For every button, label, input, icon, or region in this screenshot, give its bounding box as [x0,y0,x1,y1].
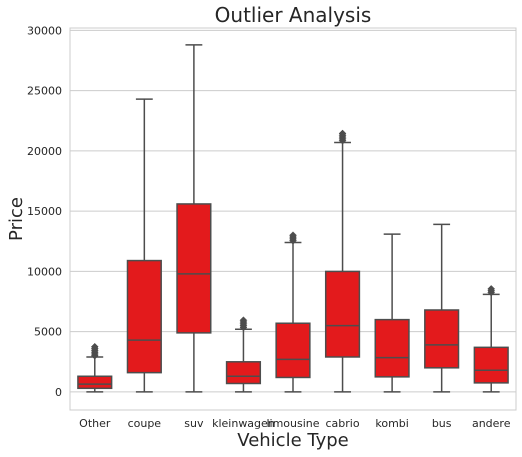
box-group [176,44,212,393]
outlier-point [90,342,99,351]
chart-title: Outlier Analysis [215,3,372,27]
box-group [126,98,162,393]
y-axis-label: Price [6,197,27,241]
y-tick-label: 20000 [27,145,62,158]
y-tick-label: 0 [55,386,62,399]
x-tick-label: Other [79,417,111,430]
outlier-point [338,129,347,138]
y-tick-label: 25000 [27,85,62,98]
x-tick-label: kleinwagen [212,417,275,430]
outlier-point [289,231,297,240]
outlier-point [239,316,248,325]
box [77,375,113,390]
box [176,203,212,334]
x-tick-label: cabrio [326,417,360,430]
box-group [275,231,311,393]
x-tick-label: limousine [266,417,319,430]
x-tick-label: suv [184,417,204,430]
y-tick-label: 10000 [27,265,62,278]
box-group [424,223,460,393]
y-tick-labels: 0 5000 10000 15000 20000 25000 30000 [27,24,62,399]
boxes [77,44,509,393]
box [275,322,311,379]
x-axis-label: Vehicle Type [237,430,348,451]
outlier-point [487,285,496,293]
box-group [77,342,113,393]
x-tick-label: andere [472,417,511,430]
box [424,309,460,369]
box [374,318,410,378]
box [225,361,262,385]
y-tick-label: 30000 [27,24,62,37]
x-tick-label: kombi [375,417,408,430]
x-tick-label: bus [432,417,452,430]
box-group [324,129,361,393]
box [324,270,361,358]
y-tick-label: 15000 [27,205,62,218]
box [473,346,509,384]
box-group [374,233,410,393]
box-group [225,316,262,393]
y-tick-label: 5000 [34,326,62,339]
box-group [473,285,509,393]
x-tick-label: coupe [128,417,162,430]
box [126,259,162,374]
